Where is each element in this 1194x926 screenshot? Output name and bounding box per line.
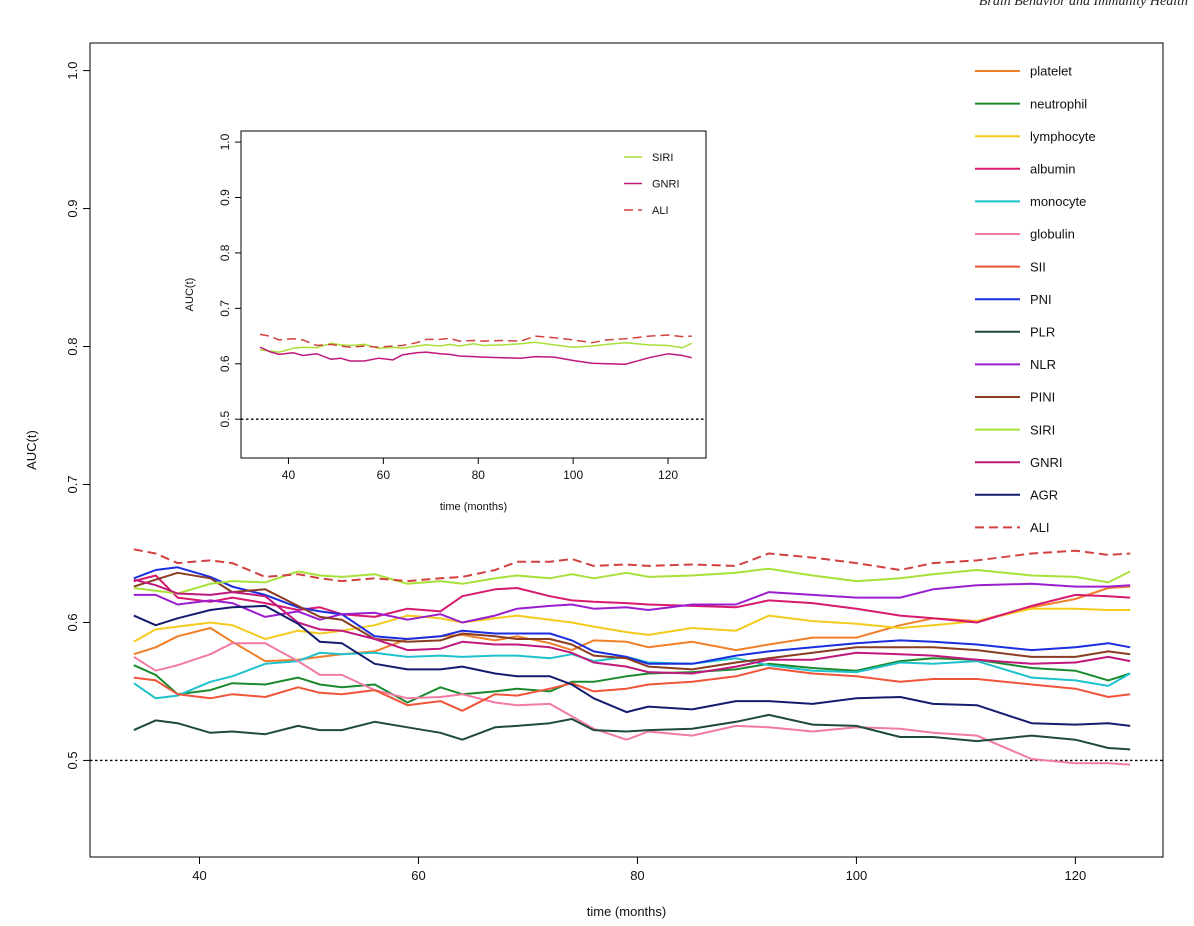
- main-chart: 40 60 80 100 120 0.5 0.6 0.7 0.8 0.9 1.0 time (mont…: [24, 42, 1164, 919]
- main-plot-frame: [89, 42, 1164, 858]
- main-legend-label-monocyte: monocyte: [1030, 194, 1086, 209]
- main-legend-label-ali: ALI: [1030, 520, 1050, 535]
- main-series-line-nlr: [133, 582, 1131, 624]
- main-series-line-albumin: [133, 574, 1131, 624]
- inset-y-axis-label: AUC(t): [184, 278, 196, 312]
- inset-y-tick-label: 0.9: [218, 189, 232, 206]
- main-legend-label-gnri: GNRI: [1030, 455, 1063, 470]
- main-legend-label-platelet: platelet: [1030, 64, 1072, 79]
- main-series-line-monocyte: [133, 651, 1131, 700]
- main-series-line-pini: [133, 571, 1131, 671]
- main-legend-label-nlr: NLR: [1030, 357, 1056, 372]
- main-y-tick-label: 0.6: [65, 613, 80, 631]
- main-x-tick-label: 100: [846, 868, 868, 883]
- main-x-tick-label: 40: [192, 868, 206, 883]
- main-series-line-agr: [133, 604, 1131, 727]
- main-series-line-gnri: [133, 578, 1131, 675]
- main-series-line-neutrophil: [133, 657, 1131, 704]
- main-legend-label-plr: PLR: [1030, 324, 1055, 339]
- main-legend-label-siri: SIRI: [1030, 422, 1055, 437]
- main-legend-label-agr: AGR: [1030, 487, 1058, 502]
- inset-series-line-gnri: [259, 346, 692, 366]
- inset-series-line-siri: [259, 341, 693, 353]
- main-series-line-platelet: [133, 585, 1131, 663]
- inset-legend-label-siri: SIRI: [652, 152, 673, 164]
- main-series-line-pni: [133, 566, 1131, 665]
- main-legend-label-sii: SII: [1030, 259, 1046, 274]
- main-series-line-siri: [133, 567, 1131, 595]
- inset-y-tick-label: 0.5: [218, 411, 232, 428]
- main-series-line-ali: [133, 548, 1131, 583]
- inset-y-tick-label: 0.8: [218, 244, 232, 261]
- inset-x-tick-label: 60: [377, 468, 391, 482]
- main-series-line-lymphocyte: [133, 607, 1131, 643]
- main-x-tick-label: 120: [1065, 868, 1087, 883]
- inset-legend-label-gnri: GNRI: [652, 178, 680, 190]
- main-y-tick-label: 0.9: [65, 200, 80, 218]
- main-y-tick-label: 1.0: [65, 62, 80, 80]
- main-legend-label-lymphocyte: lymphocyte: [1030, 129, 1096, 144]
- inset-x-tick-label: 80: [472, 468, 486, 482]
- main-y-axis-label: AUC(t): [24, 430, 39, 470]
- main-legend-label-albumin: albumin: [1030, 161, 1076, 176]
- inset-legend-label-ali: ALI: [652, 205, 669, 217]
- inset-series-line-ali: [259, 333, 692, 348]
- inset-x-axis-label: time (months): [440, 501, 507, 513]
- main-series-line-plr: [133, 713, 1131, 751]
- journal-header-text: Brain Behavior and Immunity Health: [978, 0, 1188, 9]
- main-legend-label-pni: PNI: [1030, 292, 1052, 307]
- main-y-tick-label: 0.8: [65, 337, 80, 355]
- inset-x-tick-label: 40: [282, 468, 296, 482]
- main-y-tick-label: 0.7: [65, 475, 80, 493]
- main-legend-label-pini: PINI: [1030, 390, 1055, 405]
- main-x-tick-label: 80: [630, 868, 644, 883]
- main-legend-label-neutrophil: neutrophil: [1030, 96, 1087, 111]
- inset-chart: 40 60 80 100 120 0.5 0.6 0.7 0.8 0.9 1.0 time (mont…: [184, 130, 707, 513]
- main-y-tick-label: 0.5: [65, 751, 80, 769]
- main-series-line-globulin: [133, 642, 1131, 766]
- main-series-line-sii: [133, 667, 1131, 712]
- inset-plot-frame: [240, 130, 707, 459]
- inset-y-tick-label: 0.6: [218, 355, 232, 372]
- inset-x-tick-label: 120: [658, 468, 678, 482]
- main-x-tick-label: 60: [411, 868, 425, 883]
- inset-y-tick-label: 0.7: [218, 300, 232, 317]
- inset-x-tick-label: 100: [563, 468, 583, 482]
- inset-y-tick-label: 1.0: [218, 133, 232, 150]
- main-legend-label-globulin: globulin: [1030, 227, 1075, 242]
- main-x-axis-label: time (months): [587, 904, 666, 919]
